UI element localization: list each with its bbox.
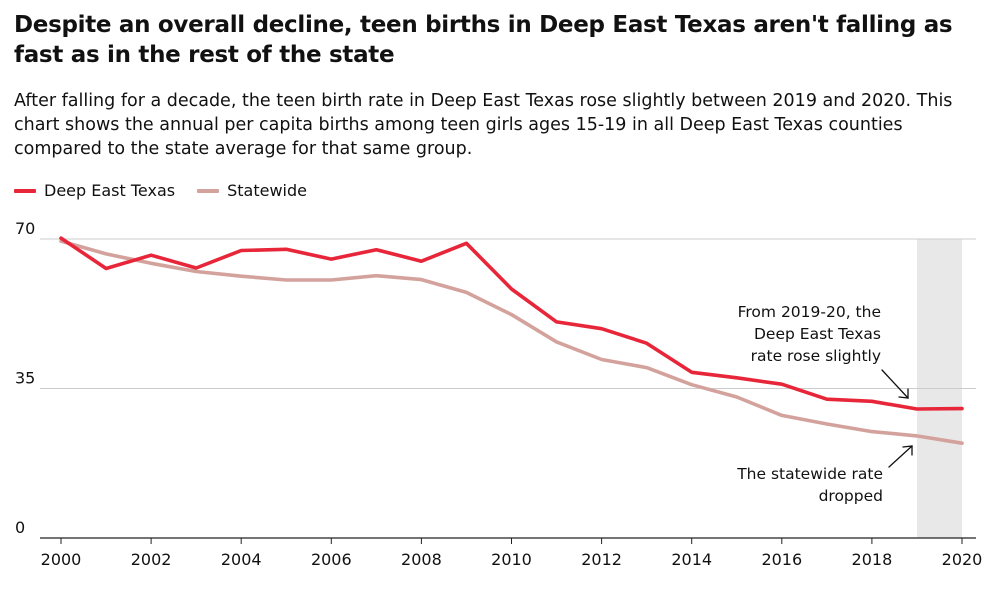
annotation-deep-east-texas-line-3: rate rose slightly [751, 347, 881, 365]
annotations: From 2019-20, the Deep East Texas rate ros… [736, 303, 913, 505]
chart-legend: Deep East Texas Statewide [14, 181, 329, 200]
x-tick-label-2020: 2020 [942, 550, 983, 569]
chart-subtitle: After falling for a decade, the teen bir… [14, 91, 953, 159]
x-tick-label-2016: 2016 [761, 550, 802, 569]
annotation-statewide-line-1: The statewide rate [736, 465, 883, 483]
x-tick-label-2018: 2018 [852, 550, 893, 569]
x-tick-label-2000: 2000 [41, 550, 82, 569]
annotation-arrowhead-deep-east-texas [898, 388, 909, 399]
legend-label-statewide: Statewide [227, 181, 307, 200]
y-tick-label-70: 70 [15, 219, 35, 238]
legend-swatch-deep-east-texas [14, 188, 36, 193]
y-axis-ticks: 70 35 0 [15, 219, 35, 537]
x-tick-label-2014: 2014 [671, 550, 712, 569]
series-line-statewide [59, 239, 964, 446]
annotation-arrow-statewide [888, 445, 913, 468]
x-tick-label-2010: 2010 [491, 550, 532, 569]
annotation-deep-east-texas-line-1: From 2019-20, the [738, 303, 881, 321]
x-axis: 2000 2002 2004 2006 2008 2010 2012 2014 2016 2018… [41, 538, 983, 569]
legend-swatch-statewide [197, 188, 220, 193]
annotation-arrowhead-statewide [902, 445, 913, 456]
annotation-statewide-line-2: dropped [819, 487, 883, 505]
x-tick-label-2012: 2012 [581, 550, 622, 569]
chart-title: Despite an overall decline, teen births … [14, 12, 953, 68]
x-tick-label-2006: 2006 [311, 550, 352, 569]
legend-label-deep-east-texas: Deep East Texas [44, 181, 176, 200]
gridlines [40, 238, 976, 539]
legend-item-statewide: Statewide [197, 181, 307, 200]
y-tick-label-0: 0 [15, 518, 25, 537]
y-tick-label-35: 35 [15, 369, 35, 388]
annotation-deep-east-texas-line-2: Deep East Texas [754, 325, 881, 343]
x-tick-label-2008: 2008 [401, 550, 442, 569]
legend-item-deep-east-texas: Deep East Texas [14, 181, 175, 200]
annotation-arrow-deep-east-texas [881, 369, 909, 399]
x-tick-label-2004: 2004 [221, 550, 262, 569]
x-tick-label-2002: 2002 [131, 550, 172, 569]
series-line-deep-east-texas [59, 236, 964, 411]
series-lines [59, 236, 964, 446]
